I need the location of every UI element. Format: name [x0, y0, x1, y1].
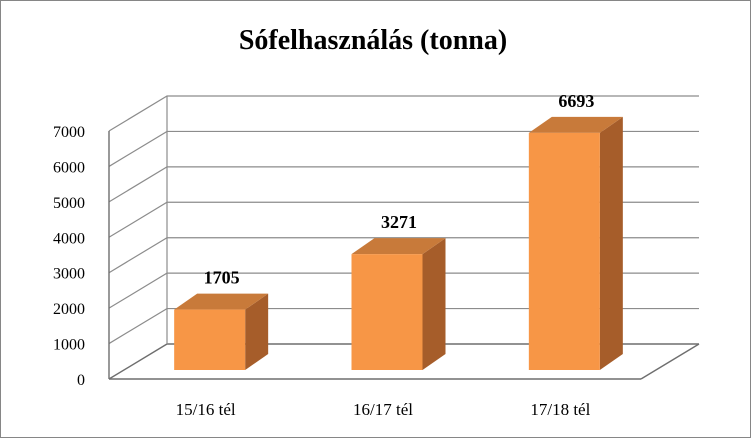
bar-17/18 tél — [528, 116, 623, 370]
y-axis-tick-labels: 0 1000 2000 3000 4000 5000 6000 7000 — [53, 124, 85, 389]
bar-top — [174, 293, 269, 310]
data-label: 3271 — [381, 212, 417, 232]
data-label: 6693 — [558, 91, 594, 111]
bar-15/16 tél — [174, 293, 269, 370]
x-tick-label: 17/18 tél — [530, 400, 590, 419]
bar-side — [599, 116, 623, 370]
gridlines — [108, 95, 700, 380]
bar-side — [245, 293, 269, 370]
data-labels: 1705 3271 6693 — [204, 91, 595, 288]
x-tick-label: 16/17 tél — [353, 400, 413, 419]
y-tick-label: 2000 — [53, 301, 85, 318]
y-tick-label: 6000 — [53, 159, 85, 176]
floor-right-edge — [640, 343, 700, 380]
y-tick-label: 3000 — [53, 266, 85, 283]
bar-side — [422, 238, 446, 370]
bar-16/17 tél — [351, 238, 446, 370]
data-label: 1705 — [204, 268, 240, 288]
y-tick-label: 4000 — [53, 230, 85, 247]
x-tick-label: 15/16 tél — [176, 400, 236, 419]
y-tick-label: 0 — [77, 372, 85, 389]
y-tick-label: 7000 — [53, 124, 85, 141]
bars — [174, 116, 623, 370]
y-tick-label: 5000 — [53, 195, 85, 212]
bar-front — [528, 132, 600, 370]
bar-front — [174, 309, 246, 370]
y-tick-label: 1000 — [53, 337, 85, 354]
bar-top — [528, 116, 623, 133]
bar-top — [351, 238, 446, 255]
chart-title: Sófelhasználás (tonna) — [239, 25, 507, 56]
x-axis-category-labels: 15/16 tél 16/17 tél 17/18 tél — [176, 400, 591, 419]
bar-front — [351, 254, 423, 370]
